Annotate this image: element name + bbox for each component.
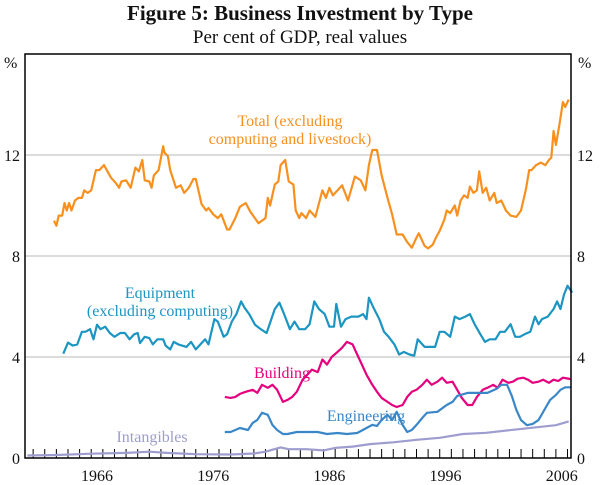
y-tick-label-right: 8	[577, 249, 585, 266]
series-label-intangibles: Intangibles	[116, 429, 187, 446]
series-line-intangibles	[27, 420, 570, 457]
y-axis-unit-right: %	[578, 55, 591, 72]
series-label-building: Building	[254, 365, 310, 382]
x-tick-label: 2006	[546, 468, 578, 485]
chart-subtitle: Per cent of GDP, real values	[192, 27, 408, 48]
series-label-total-excluding-computing-and-livestock: Total (excluding	[237, 113, 342, 130]
chart-title: Figure 5: Business Investment by Type	[127, 1, 473, 25]
plot-frame	[24, 53, 572, 459]
series-line-building	[224, 340, 572, 409]
series-line-equipment-excluding-computing	[62, 284, 574, 357]
y-tick-label-right: 12	[577, 148, 593, 165]
x-tick-label: 1996	[430, 468, 462, 485]
y-tick-label-left: 8	[12, 249, 20, 266]
series-label-engineering: Engineering	[327, 408, 405, 425]
y-tick-label-right: 4	[577, 350, 585, 367]
series-line-engineering	[224, 383, 571, 436]
y-axis-unit-left: %	[4, 55, 17, 72]
series-label-equipment-excluding-computing: Equipment	[125, 285, 196, 302]
x-tick-label: 1966	[81, 468, 113, 485]
x-tick-label: 1976	[197, 468, 229, 485]
series-line-total-excluding-computing-and-livestock	[53, 99, 570, 250]
y-tick-label-right: 0	[577, 451, 585, 468]
y-tick-label-left: 0	[12, 451, 20, 468]
series-label-equipment-excluding-computing: (excluding computing)	[87, 303, 233, 320]
x-tick-label: 1986	[313, 468, 345, 485]
y-tick-label-left: 12	[4, 148, 20, 165]
y-tick-label-left: 4	[12, 350, 20, 367]
series-label-total-excluding-computing-and-livestock: computing and livestock)	[209, 131, 372, 148]
